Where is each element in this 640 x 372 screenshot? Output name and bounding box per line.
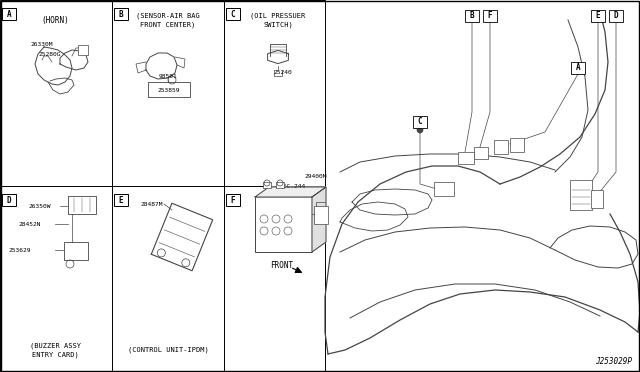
Bar <box>494 140 508 154</box>
Bar <box>483 10 497 22</box>
Text: B: B <box>470 12 474 20</box>
Text: 26350W: 26350W <box>28 203 51 208</box>
Text: A: A <box>6 10 12 19</box>
Polygon shape <box>255 187 326 197</box>
Text: 253859: 253859 <box>157 87 180 93</box>
Text: C: C <box>418 118 422 126</box>
Bar <box>263 182 271 188</box>
Text: B: B <box>118 10 124 19</box>
Text: F: F <box>488 12 492 20</box>
Bar <box>114 194 128 206</box>
Bar <box>314 206 328 224</box>
Bar <box>226 194 240 206</box>
Bar <box>510 138 524 152</box>
Text: 253629: 253629 <box>8 247 31 253</box>
Bar <box>78 45 88 55</box>
Bar <box>458 152 474 164</box>
Bar <box>413 116 427 128</box>
Bar <box>0 186 112 372</box>
Bar <box>68 196 96 214</box>
Bar <box>276 182 284 188</box>
Text: D: D <box>6 196 12 205</box>
Text: E: E <box>596 12 600 20</box>
Text: A: A <box>576 64 580 73</box>
Bar <box>571 62 585 74</box>
Bar <box>591 10 605 22</box>
Text: D: D <box>614 12 618 20</box>
Text: F: F <box>230 196 236 205</box>
Bar <box>465 10 479 22</box>
Bar <box>64 242 88 260</box>
Text: 25280G: 25280G <box>38 51 61 57</box>
Text: 98501: 98501 <box>159 74 177 78</box>
Text: (BUZZER ASSY
ENTRY CARD): (BUZZER ASSY ENTRY CARD) <box>29 343 81 357</box>
Polygon shape <box>312 187 326 252</box>
Text: C: C <box>230 10 236 19</box>
Bar <box>148 82 190 97</box>
Text: 29400M: 29400M <box>304 173 326 179</box>
Text: SEC.244: SEC.244 <box>280 183 307 189</box>
Text: FRONT: FRONT <box>270 260 293 269</box>
Bar <box>112 186 224 372</box>
Bar <box>2 8 16 20</box>
Text: (HORN): (HORN) <box>41 16 69 25</box>
Bar <box>474 147 488 159</box>
Bar <box>255 197 312 252</box>
Text: 28452N: 28452N <box>18 221 40 227</box>
Bar <box>570 180 592 210</box>
Bar <box>434 182 454 196</box>
Circle shape <box>417 127 423 133</box>
Bar <box>2 194 16 206</box>
Bar <box>226 8 240 20</box>
Bar <box>0 0 112 186</box>
Text: (SENSOR-AIR BAG
FRONT CENTER): (SENSOR-AIR BAG FRONT CENTER) <box>136 13 200 28</box>
Bar <box>609 10 623 22</box>
Text: (OIL PRESSUER
SWITCH): (OIL PRESSUER SWITCH) <box>250 13 306 28</box>
Text: 25240: 25240 <box>273 70 292 74</box>
Text: 28487M: 28487M <box>140 202 163 206</box>
Text: J253029P: J253029P <box>595 357 632 366</box>
Bar <box>224 0 325 186</box>
Bar <box>591 190 603 208</box>
Bar <box>114 8 128 20</box>
Text: E: E <box>118 196 124 205</box>
Text: 26330M: 26330M <box>30 42 52 48</box>
Text: (CONTROL UNIT-IPDM): (CONTROL UNIT-IPDM) <box>127 347 209 353</box>
Bar <box>224 186 325 372</box>
Bar <box>112 0 224 186</box>
